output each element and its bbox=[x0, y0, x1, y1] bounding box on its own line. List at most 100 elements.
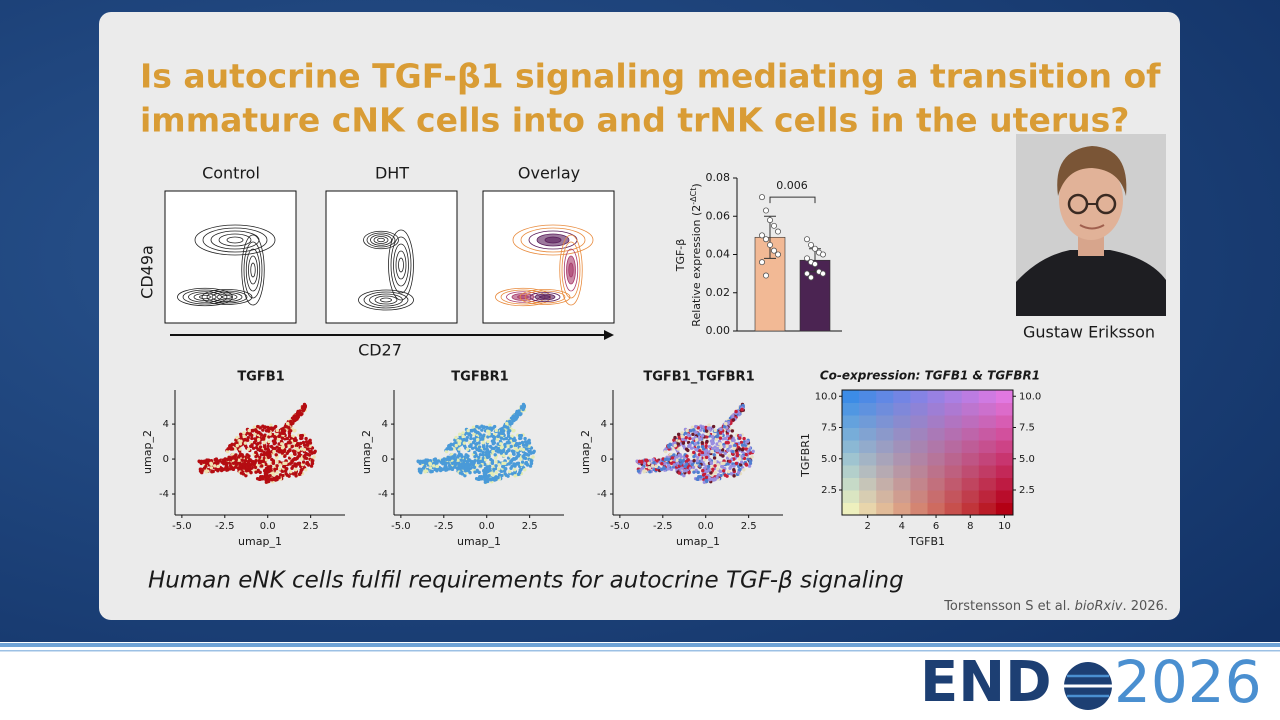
heatmap-cell bbox=[893, 465, 911, 478]
umap-point bbox=[738, 462, 743, 467]
heatmap-cell bbox=[961, 490, 980, 503]
umap-point bbox=[485, 475, 490, 480]
umap-point bbox=[734, 409, 738, 414]
umap-point bbox=[512, 441, 516, 445]
umap-point bbox=[299, 447, 304, 451]
umap-point bbox=[698, 449, 702, 453]
umap-point bbox=[463, 473, 467, 478]
x-axis-label: TGFB1 bbox=[908, 535, 945, 548]
contour bbox=[221, 295, 233, 299]
umap-point bbox=[242, 466, 246, 470]
umap-point bbox=[725, 444, 730, 448]
heatmap-cell bbox=[876, 390, 894, 403]
umap-point bbox=[700, 440, 704, 445]
umap-point bbox=[666, 467, 670, 471]
heatmap-cell bbox=[842, 402, 860, 416]
umap-point bbox=[267, 469, 271, 474]
contour bbox=[524, 290, 566, 304]
umap-point bbox=[466, 454, 470, 458]
umap-point bbox=[256, 430, 260, 435]
umap-point bbox=[686, 458, 690, 462]
umap-point bbox=[429, 470, 433, 474]
umap-title: TGFBR1 bbox=[451, 370, 508, 385]
umap-point bbox=[698, 475, 703, 479]
data-point bbox=[775, 251, 782, 258]
umap-point bbox=[652, 467, 656, 472]
umap-point bbox=[269, 444, 274, 449]
umap-point bbox=[277, 442, 281, 446]
heatmap-cell bbox=[910, 465, 928, 478]
umap-point bbox=[507, 469, 512, 474]
umap-point bbox=[694, 437, 699, 442]
contour bbox=[517, 294, 529, 300]
umap-point bbox=[703, 450, 708, 455]
umap-point bbox=[454, 435, 458, 440]
umap-point bbox=[666, 463, 671, 468]
umap-point bbox=[301, 460, 306, 464]
umap-point bbox=[704, 455, 709, 460]
umap-point bbox=[687, 444, 692, 448]
contour bbox=[374, 295, 398, 305]
contour bbox=[539, 295, 551, 299]
x-tick-label: 0.0 bbox=[479, 521, 495, 532]
y-axis-label: umap_2 bbox=[579, 430, 592, 474]
umap-point bbox=[301, 440, 306, 445]
umap-point bbox=[699, 428, 703, 432]
umap-point bbox=[676, 432, 681, 437]
umap-point bbox=[490, 461, 495, 465]
umap-point bbox=[238, 432, 243, 437]
y-tick-label: 4 bbox=[601, 419, 607, 430]
umap-point bbox=[288, 421, 293, 425]
umap-point bbox=[748, 461, 753, 465]
umap-point bbox=[732, 474, 736, 478]
umap-point bbox=[704, 429, 709, 433]
heatmap-cell bbox=[978, 402, 997, 416]
umap-point bbox=[199, 459, 204, 464]
data-point bbox=[804, 236, 811, 243]
umap-point bbox=[725, 434, 730, 438]
umap-point bbox=[310, 461, 315, 465]
y-tick-label: 0.02 bbox=[706, 286, 731, 299]
umap-point bbox=[485, 465, 489, 469]
umap-point bbox=[701, 468, 705, 473]
umap-point bbox=[751, 449, 755, 454]
umap-point bbox=[706, 432, 710, 436]
heatmap-cell bbox=[842, 465, 860, 478]
umap-point bbox=[705, 439, 709, 444]
umap-point bbox=[267, 479, 271, 484]
heatmap-cell bbox=[978, 490, 997, 503]
umap-point bbox=[273, 478, 278, 482]
umap-point bbox=[688, 436, 692, 441]
umap-title: TGFB1 bbox=[237, 370, 284, 385]
umap-point bbox=[486, 439, 490, 444]
umap-point bbox=[700, 450, 704, 455]
umap-point bbox=[508, 429, 512, 433]
contour bbox=[243, 241, 263, 299]
umap-point bbox=[281, 427, 285, 432]
citation-year: . 2026. bbox=[1123, 599, 1168, 614]
umap-point bbox=[521, 407, 525, 412]
umap-point bbox=[245, 438, 250, 442]
umap-point bbox=[221, 467, 226, 472]
heatmap-cell bbox=[910, 402, 928, 416]
heatmap-cell bbox=[978, 440, 997, 453]
data-point bbox=[775, 228, 782, 235]
umap-point bbox=[694, 442, 698, 446]
umap-point bbox=[740, 407, 744, 412]
umap-point bbox=[445, 447, 449, 451]
umap-point bbox=[269, 426, 274, 430]
umap-point bbox=[460, 462, 464, 466]
umap-point bbox=[647, 461, 651, 465]
umap-point bbox=[304, 436, 308, 441]
y-tick-label: 0.08 bbox=[706, 171, 731, 184]
umap-point bbox=[744, 452, 748, 457]
umap-point bbox=[722, 461, 726, 465]
umap-point bbox=[679, 454, 683, 459]
heatmap-cell bbox=[859, 415, 877, 428]
heatmap-cell bbox=[978, 465, 997, 478]
umap-point bbox=[742, 436, 746, 441]
heatmap-cell bbox=[978, 427, 997, 441]
contour bbox=[245, 248, 261, 292]
umap-points bbox=[416, 402, 536, 485]
umap-point bbox=[685, 454, 689, 458]
